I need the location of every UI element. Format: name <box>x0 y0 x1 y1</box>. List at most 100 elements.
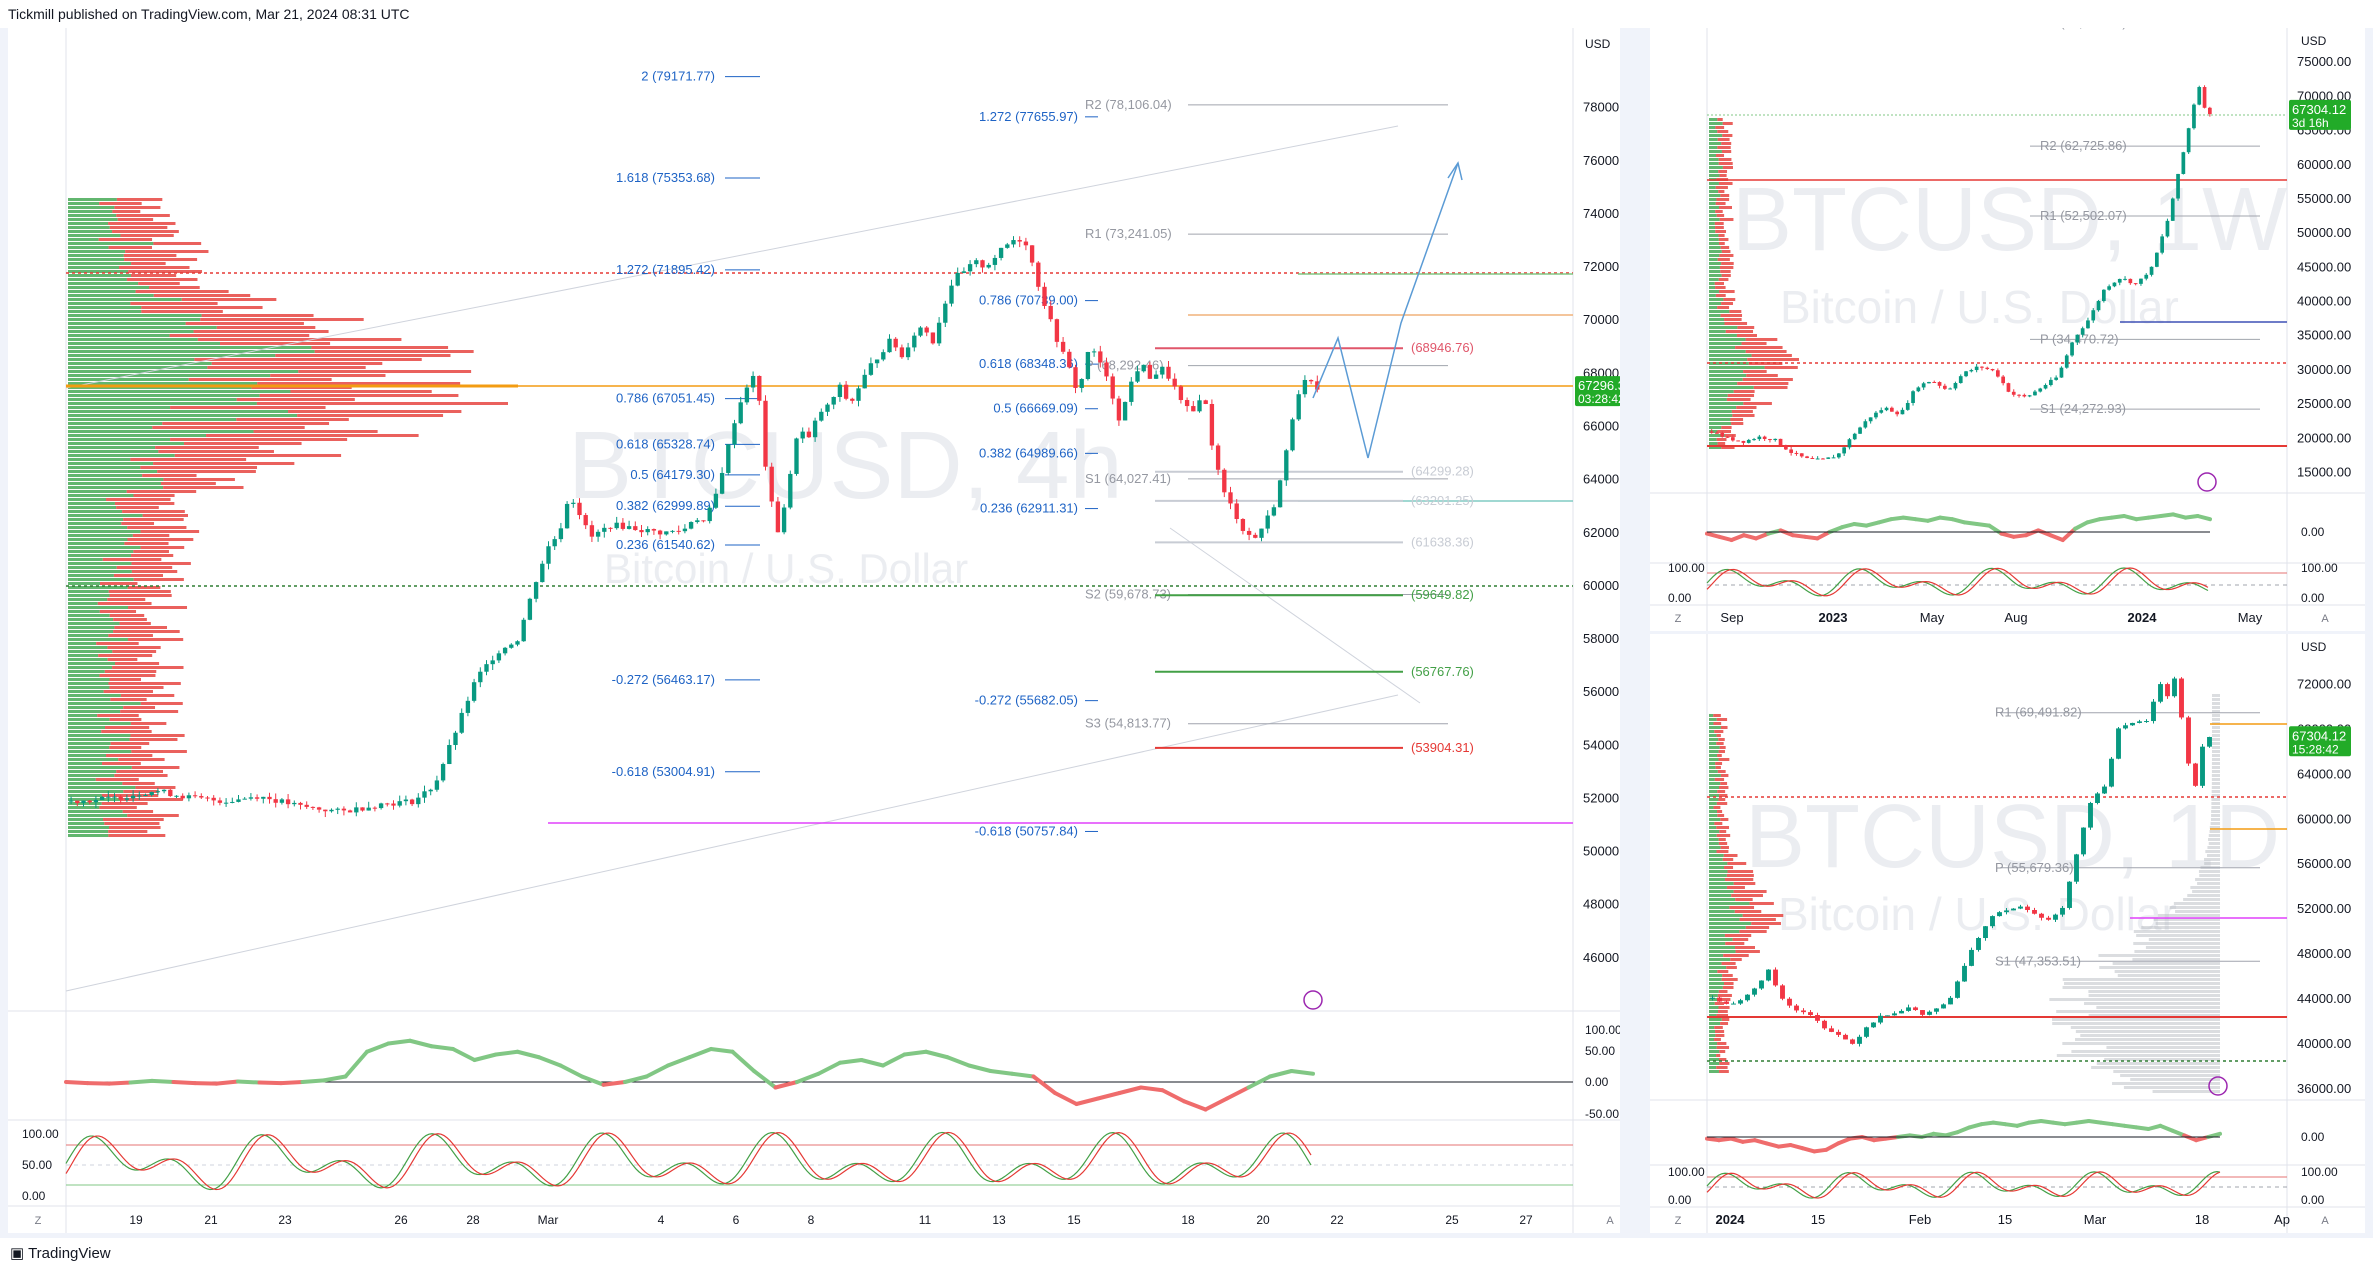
volume-profile-bar-up <box>68 290 136 293</box>
candle-body <box>2172 678 2177 697</box>
candle-body <box>2144 721 2149 723</box>
volume-profile-bar-down <box>1717 118 1723 121</box>
y-tick-label: 30000.00 <box>2297 362 2351 377</box>
volume-profile-bar-up <box>1709 858 1723 861</box>
candle-body <box>1916 387 1921 392</box>
rsi-segment <box>2146 1123 2163 1131</box>
volume-profile-bar-down <box>188 378 332 381</box>
y-tick-label: 75000.00 <box>2297 54 2351 69</box>
y-tick-label: 25000.00 <box>2297 396 2351 411</box>
rsi-segment <box>451 1047 477 1062</box>
candle-body <box>1172 378 1177 387</box>
volume-profile-bar-up <box>1709 990 1719 993</box>
volume-profile-bar-up <box>68 762 103 765</box>
volume-profile-bar-up <box>1709 214 1717 217</box>
candle-body <box>2025 906 2030 911</box>
volume-profile-bar-up <box>1709 1066 1717 1069</box>
y-tick-label: 46000.00 <box>1583 950 1620 965</box>
volume-profile-bar-down <box>1720 818 1729 821</box>
rsi-segment <box>214 1079 240 1086</box>
volume-profile-bar-down <box>1720 314 1743 317</box>
chart-weekly-panel[interactable]: USD BTCUSD, 1W Bitcoin / U.S. Dollar R3 (80… <box>1650 28 2365 631</box>
rsi-segment <box>1812 1147 1829 1154</box>
candle-body <box>459 712 464 733</box>
candle-body <box>2004 910 2009 913</box>
volume-profile-bar-down <box>1721 978 1738 981</box>
panel-background <box>8 28 1620 1233</box>
volume-profile-bar-down <box>1718 242 1725 245</box>
rsi-segment <box>2146 514 2163 520</box>
volume-profile-bar-up <box>68 278 127 281</box>
stoch-d-line <box>1706 1171 2221 1199</box>
y-tick-label: 70000.00 <box>1583 312 1620 327</box>
volume-profile-bar-down <box>107 598 146 601</box>
volume-profile-bar-up <box>68 506 117 509</box>
candle-body <box>1879 410 1884 413</box>
session-volume-bar <box>2104 1058 2220 1061</box>
volume-profile-bar-down <box>194 358 422 361</box>
volume-profile-bar-up <box>1709 1006 1719 1009</box>
volume-profile-bar-down <box>1746 374 1778 377</box>
volume-profile-bar-up <box>1709 334 1737 337</box>
candle-body <box>843 384 849 399</box>
session-volume-bar <box>2183 898 2220 901</box>
session-volume-bar <box>2195 878 2220 881</box>
x-tick-label: 18 <box>2195 1212 2209 1227</box>
session-volume-bar <box>2208 834 2220 837</box>
candle-body <box>1899 1010 1904 1014</box>
candle-body <box>1773 438 1778 441</box>
candle-body <box>763 400 768 467</box>
volume-profile-bar-up <box>1709 874 1727 877</box>
candle-body <box>149 791 154 796</box>
candle-body <box>236 799 241 802</box>
volume-profile-bar-down <box>1722 986 1734 989</box>
candle-body <box>2070 342 2074 356</box>
volume-profile-bar-down <box>103 818 164 821</box>
stoch-tick-label-left: 0.00 <box>1668 591 1692 605</box>
volume-profile-bar-down <box>1718 750 1726 753</box>
volume-profile-bar-down <box>114 502 175 505</box>
session-volume-bar <box>2133 930 2220 933</box>
volume-profile-bar-up <box>68 446 156 449</box>
volume-profile-bar-down <box>1727 870 1754 873</box>
volume-profile-bar-up <box>1709 266 1720 269</box>
volume-profile-bar-down <box>1718 170 1728 173</box>
volume-profile-bar-down <box>109 746 142 749</box>
stoch-k-line <box>1706 1171 2221 1199</box>
chart-4h-panel[interactable]: USD BTCUSD, 4h Bitcoin / U.S. Dollar 2 (791… <box>8 28 1620 1233</box>
volume-profile-bar-down <box>1732 938 1749 941</box>
session-volume-bar <box>2211 798 2220 801</box>
volume-profile-bar-down <box>1715 210 1723 213</box>
rsi-segment <box>1889 515 1906 522</box>
volume-profile-bar-up <box>68 414 298 417</box>
candle-body <box>378 803 384 809</box>
volume-profile-bar-down <box>1748 362 1783 365</box>
rsi-segment <box>2110 1122 2127 1128</box>
y-tick-label: 72000.00 <box>2297 677 2351 692</box>
volume-profile-bar-up <box>68 702 141 705</box>
volume-profile-bar-down <box>120 694 175 697</box>
session-volume-bar <box>2210 818 2220 821</box>
volume-profile-bar-up <box>1709 258 1718 261</box>
volume-profile-bar-down <box>108 682 181 685</box>
rsi-segment <box>2183 514 2200 520</box>
volume-profile-bar-down <box>149 286 200 289</box>
y-tick-label: 48000.00 <box>1583 897 1620 912</box>
volume-profile-bar-up <box>1709 342 1742 345</box>
session-volume-bar <box>2198 870 2220 873</box>
candle-body <box>1941 1004 1946 1009</box>
volume-profile-bar-up <box>68 522 122 525</box>
candle-body <box>1129 381 1134 402</box>
volume-profile-bar-up <box>1709 830 1720 833</box>
x-tick-label: 22 <box>1330 1213 1344 1227</box>
rsi-segment <box>494 1049 520 1057</box>
volume-profile-bar-down <box>105 498 171 501</box>
candle-body <box>1815 458 1820 460</box>
volume-profile-bar-down <box>1714 730 1724 733</box>
last-price-tag <box>2289 726 2351 757</box>
rsi-segment <box>1962 520 1979 526</box>
candle-body <box>961 271 967 273</box>
candle-body <box>1934 1008 1939 1012</box>
volume-profile-bar-up <box>68 646 108 649</box>
